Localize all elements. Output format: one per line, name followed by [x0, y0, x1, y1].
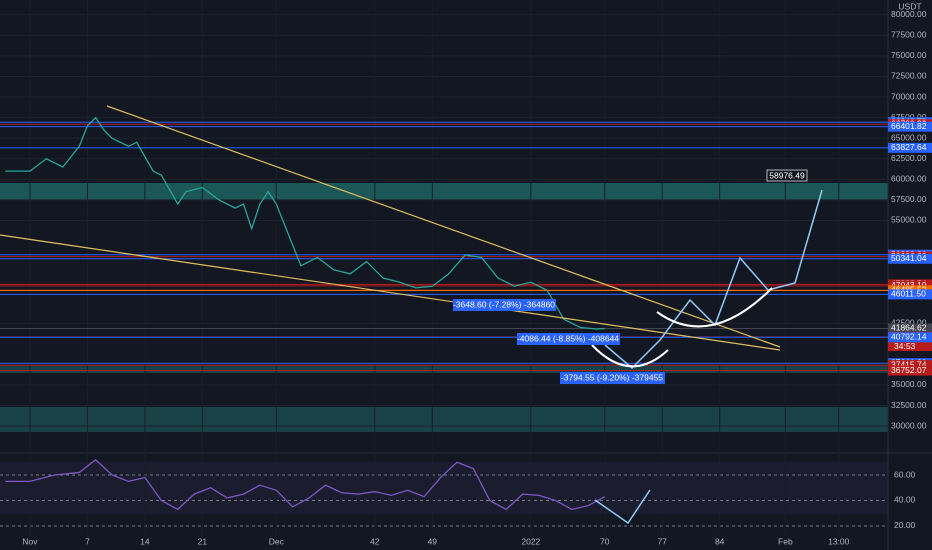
y-tick-label: 72500.00	[891, 71, 927, 81]
callout	[766, 169, 808, 182]
price-tag	[888, 365, 932, 376]
price-tag	[888, 121, 932, 132]
price-tag	[888, 360, 932, 371]
price-tag	[888, 253, 932, 264]
price-tag-label: 46011.50	[891, 289, 926, 299]
price-tag-label: 66401.82	[891, 121, 927, 131]
y-tick-label: 70000.00	[891, 91, 927, 101]
y-tick-label: 77500.00	[891, 30, 927, 40]
y-tick-label: 40.00	[894, 495, 916, 505]
annotation: -3794.55 (-9.20%) -379455	[561, 372, 663, 382]
y-tick-label: 80000.00	[891, 9, 927, 19]
trendline	[106, 105, 781, 348]
axis-label: USDT	[898, 1, 921, 11]
x-tick-label: Feb	[778, 536, 793, 546]
x-tick-label: 70	[600, 536, 610, 546]
zone	[0, 365, 888, 373]
y-tick-label: 57500.00	[891, 194, 927, 204]
y-tick-label: 32500.00	[891, 400, 927, 410]
x-tick-label: 7	[85, 536, 90, 546]
y-tick-label: 67500.00	[891, 112, 927, 122]
rsi-band	[0, 462, 888, 514]
y-tick-label: 35000.00	[891, 379, 927, 389]
projection	[594, 489, 651, 525]
x-tick-label: Nov	[22, 536, 38, 546]
series-line	[5, 116, 605, 330]
y-tick-label: 75000.00	[891, 50, 927, 60]
x-tick-label: 84	[715, 536, 725, 546]
y-tick-label: 62500.00	[891, 153, 927, 163]
x-tick-label: 2022	[521, 536, 540, 546]
y-tick-label: 30000.00	[891, 420, 927, 430]
annotation: -4086.44 (-8.85%) -408644	[517, 333, 619, 343]
price-tag-label: 41864.62	[891, 323, 927, 333]
x-tick-label: 14	[140, 536, 150, 546]
y-tick-label: 42500.00	[891, 318, 927, 328]
price-tag	[888, 323, 932, 334]
price-tag-label: 50341.04	[891, 253, 927, 263]
measure-box	[560, 372, 665, 384]
x-tick-label: 21	[198, 536, 208, 546]
price-tag-label: 63827.64	[891, 142, 927, 152]
price-tag-label: 47043.10	[891, 280, 927, 290]
x-tick-label: 42	[370, 536, 380, 546]
zone	[0, 407, 888, 432]
annotation: 58976.49	[769, 170, 805, 180]
y-tick-label: 55000.00	[891, 215, 927, 225]
y-tick-label: 20.00	[894, 520, 916, 530]
price-tag	[888, 332, 932, 343]
price-tag-label: 40792.14	[891, 332, 927, 342]
zone	[0, 183, 888, 200]
y-tick-label: 60000.00	[891, 174, 927, 184]
countdown-box	[888, 341, 932, 351]
arc	[591, 344, 669, 368]
annotation: -3648.60 (-7.28%) -364860	[453, 299, 555, 309]
price-tag-label: 36752.07	[891, 365, 927, 375]
series-line	[5, 458, 606, 511]
trendline	[0, 234, 781, 351]
x-tick-label: 49	[428, 536, 438, 546]
price-tag	[888, 289, 932, 300]
price-tag-label: 37415.74	[891, 359, 927, 369]
countdown: 34:53	[894, 341, 916, 351]
measure-box	[453, 299, 556, 311]
price-tag	[888, 142, 932, 153]
x-tick-label: Dec	[269, 536, 285, 546]
arc	[656, 287, 773, 328]
y-tick-label: 65000.00	[891, 132, 927, 142]
x-tick-label: 13:00	[828, 536, 850, 546]
y-tick-label: 60.00	[894, 469, 916, 479]
x-tick-label: 77	[657, 536, 667, 546]
measure-box	[517, 333, 620, 345]
